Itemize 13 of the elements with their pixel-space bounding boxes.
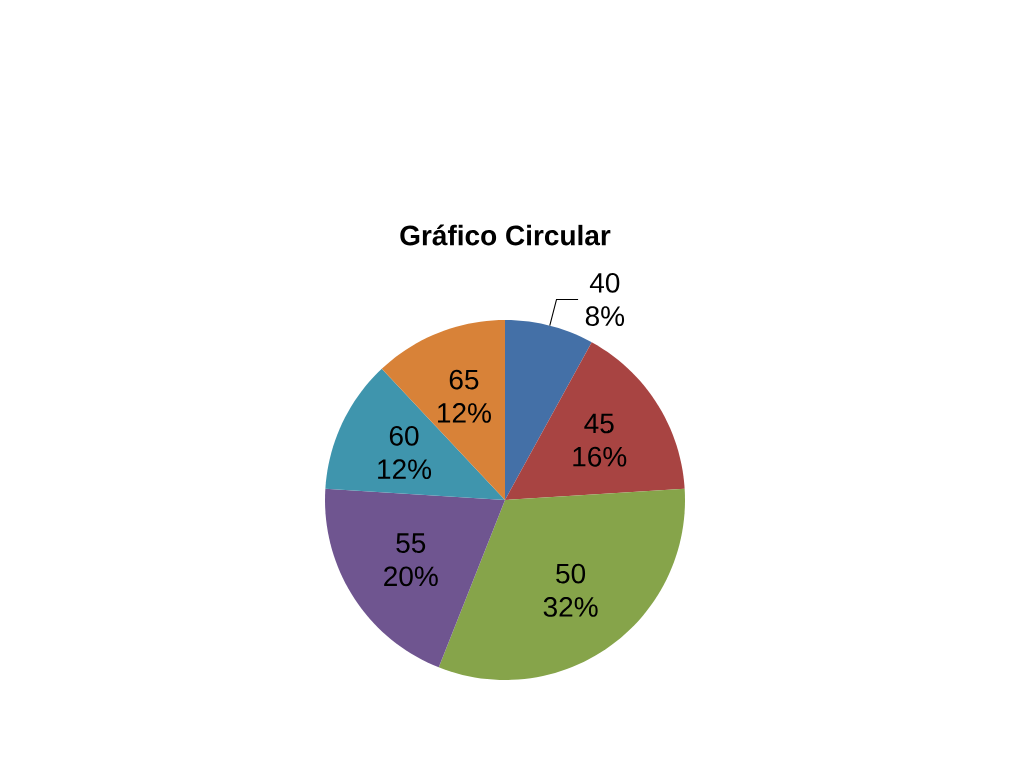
data-label: 20% bbox=[384, 566, 438, 587]
data-label: 12% bbox=[438, 403, 491, 423]
slice-label: 50 bbox=[556, 563, 586, 584]
chart-title: Gráfico Circular bbox=[400, 224, 611, 246]
slice-label: 55 bbox=[396, 533, 426, 553]
data-label: 8% bbox=[585, 306, 625, 327]
data-label: 16% bbox=[573, 446, 627, 467]
slice-label: 45 bbox=[584, 413, 614, 434]
data-label: 12% bbox=[378, 459, 432, 479]
slice-label: 40 bbox=[589, 272, 620, 293]
data-label: 32% bbox=[543, 597, 598, 617]
slice-label: 65 bbox=[449, 369, 479, 390]
slice-label: 60 bbox=[389, 425, 419, 446]
